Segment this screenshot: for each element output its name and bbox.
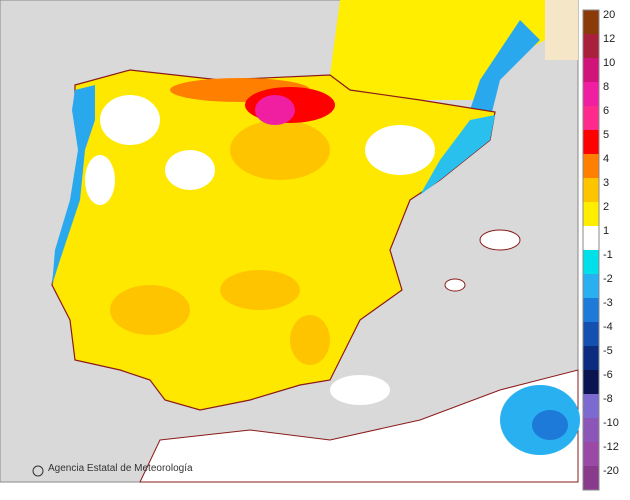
- legend-swatch: [583, 418, 599, 442]
- land-edge: [545, 0, 578, 60]
- legend-label: 8: [603, 81, 609, 93]
- legend-swatch: [583, 298, 599, 322]
- legend-label: -3: [603, 297, 613, 309]
- legend-swatch: [583, 82, 599, 106]
- neutral-patch: [85, 155, 115, 205]
- legend-swatch: [583, 202, 599, 226]
- legend-label: -4: [603, 321, 613, 333]
- legend-swatch: [583, 394, 599, 418]
- legend-label: 10: [603, 57, 615, 69]
- legend-swatch: [583, 178, 599, 202]
- legend-label: -1: [603, 249, 613, 261]
- africa: [139, 369, 579, 483]
- cold-coast-e: [420, 115, 495, 195]
- legend: 20 12 10 8 6 5 4 3 2 1 -1 -2 -3 -4 -5 -6 -8 -10 -12 -20: [582, 9, 619, 491]
- neutral-patch: [365, 125, 435, 175]
- cold-coast-ne: [470, 20, 540, 120]
- map: Agencia Estatal de Meteorología aemet: [0, 0, 580, 483]
- legend-label: -6: [603, 369, 613, 381]
- legend-swatch: [583, 442, 599, 466]
- legend-label: -2: [603, 273, 613, 285]
- legend-frame: [582, 9, 600, 491]
- island: [444, 278, 466, 292]
- legend-label: 2: [603, 201, 609, 213]
- legend-label: 3: [603, 177, 609, 189]
- legend-label: 20: [603, 9, 615, 21]
- legend-swatch: [583, 226, 599, 250]
- neutral-patch: [100, 95, 160, 145]
- legend-swatch: [583, 58, 599, 82]
- legend-swatch: [583, 130, 599, 154]
- warm-patches: [110, 120, 330, 365]
- neutral-patches: [85, 95, 435, 405]
- island: [479, 229, 521, 251]
- legend-label: -12: [603, 441, 619, 453]
- legend-label: 5: [603, 129, 609, 141]
- warm-patch: [230, 120, 330, 180]
- neutral-patch: [165, 150, 215, 190]
- warm-patch: [110, 285, 190, 335]
- warm-patch: [290, 315, 330, 365]
- legend-swatch: [583, 274, 599, 298]
- legend-swatch: [583, 322, 599, 346]
- neutral-patch: [330, 375, 390, 405]
- warm-patch: [220, 270, 300, 310]
- legend-swatch: [583, 106, 599, 130]
- cold-coast-nw: [52, 85, 95, 285]
- legend-label: -8: [603, 393, 613, 405]
- legend-swatch: [583, 10, 599, 34]
- copyright-icon: [32, 465, 44, 477]
- logo: aemet: [510, 455, 557, 472]
- hot-patch: [255, 95, 295, 125]
- legend-swatch: [583, 466, 599, 490]
- cold-patch: [532, 410, 568, 440]
- legend-label: 1: [603, 225, 609, 237]
- legend-label: -5: [603, 345, 613, 357]
- legend-swatch: [583, 34, 599, 58]
- legend-swatch: [583, 346, 599, 370]
- credit: Agencia Estatal de Meteorología: [48, 463, 193, 474]
- legend-swatch: [583, 370, 599, 394]
- legend-swatch: [583, 154, 599, 178]
- legend-label: 6: [603, 105, 609, 117]
- legend-label: -20: [603, 465, 619, 477]
- legend-swatch: [583, 250, 599, 274]
- legend-label: -10: [603, 417, 619, 429]
- legend-label: 12: [603, 33, 615, 45]
- legend-label: 4: [603, 153, 609, 165]
